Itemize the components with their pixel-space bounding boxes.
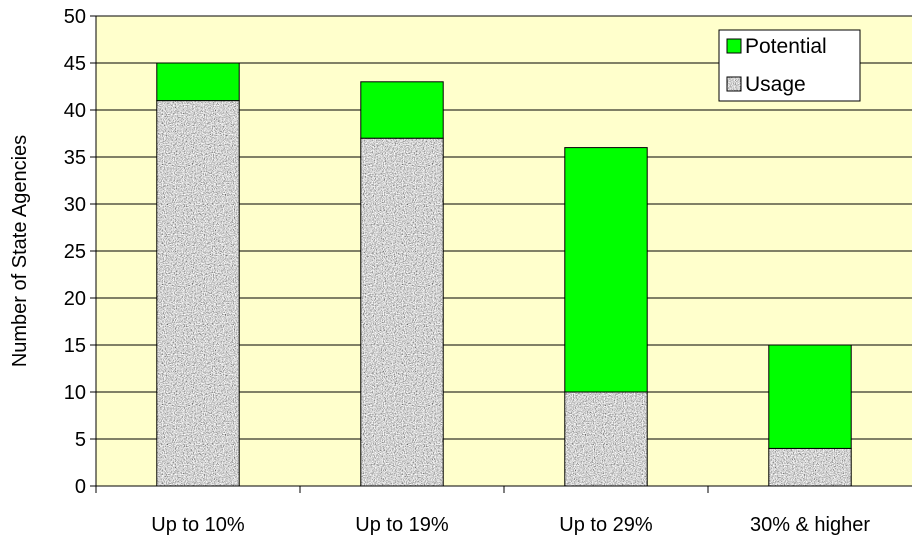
y-tick-label: 30 — [64, 194, 86, 216]
y-tick-label: 20 — [64, 288, 86, 310]
x-tick-label: Up to 19% — [355, 514, 449, 536]
legend-swatch-potential — [726, 38, 742, 54]
axes — [90, 15, 912, 493]
bar-potential-2 — [564, 147, 648, 393]
x-tick-labels: Up to 10% Up to 19% Up to 29% 30% & higher — [151, 514, 870, 536]
legend-swatch-usage — [726, 76, 742, 92]
bar-usage-2 — [564, 391, 648, 487]
y-tick-label: 40 — [64, 100, 86, 122]
y-tick-label: 0 — [75, 476, 86, 498]
bar-usage-0 — [156, 100, 240, 487]
legend-box — [718, 29, 861, 102]
y-tick-label: 5 — [75, 429, 86, 451]
y-tick-label: 35 — [64, 147, 86, 169]
bar-potential-0 — [156, 62, 240, 102]
x-tick-label: 30% & higher — [750, 514, 870, 536]
y-tick-labels: 0 5 10 15 20 25 30 35 40 45 50 — [64, 6, 86, 498]
legend: Potential Usage — [718, 29, 861, 102]
y-tick-label: 10 — [64, 382, 86, 404]
y-tick-label: 15 — [64, 335, 86, 357]
bar-usage-1 — [360, 137, 444, 487]
bar-potential-1 — [360, 81, 444, 139]
bar-usage-3 — [768, 447, 852, 487]
legend-label-usage: Usage — [745, 73, 806, 96]
y-tick-label: 50 — [64, 6, 86, 28]
y-tick-label: 25 — [64, 241, 86, 263]
x-tick-label: Up to 29% — [559, 514, 653, 536]
x-tick-label: Up to 10% — [151, 514, 245, 536]
y-tick-label: 45 — [64, 53, 86, 75]
bar-potential-3 — [768, 344, 852, 449]
legend-label-potential: Potential — [745, 35, 827, 58]
bars — [156, 62, 852, 487]
y-axis-title: Number of State Agencies — [9, 135, 31, 367]
